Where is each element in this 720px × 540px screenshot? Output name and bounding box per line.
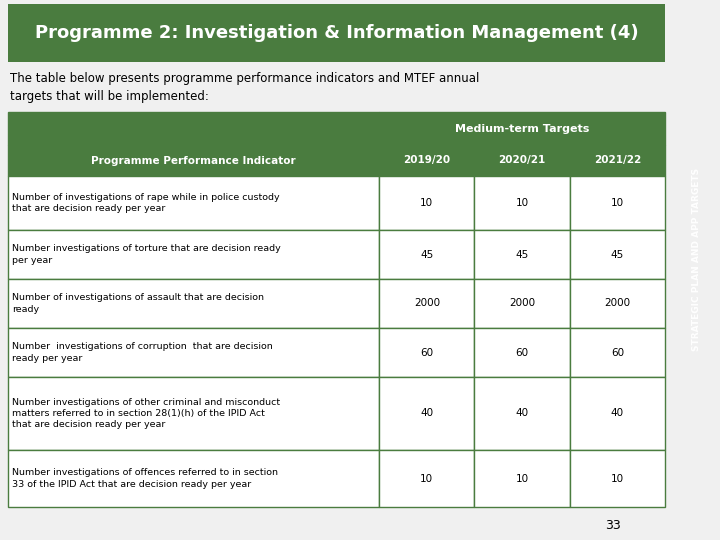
Text: 45: 45 xyxy=(611,249,624,260)
Text: 2020/21: 2020/21 xyxy=(498,156,546,165)
Text: The table below presents programme performance indicators and MTEF annual: The table below presents programme perfo… xyxy=(10,72,480,85)
Bar xyxy=(379,145,474,176)
Bar xyxy=(474,450,570,507)
Text: Number of investigations of assault that are decision
ready: Number of investigations of assault that… xyxy=(12,293,264,314)
Text: 45: 45 xyxy=(420,249,433,260)
Bar xyxy=(570,450,665,507)
Bar xyxy=(8,377,379,450)
Bar xyxy=(8,450,379,507)
Text: targets that will be implemented:: targets that will be implemented: xyxy=(10,90,209,103)
Text: Programme Performance Indicator: Programme Performance Indicator xyxy=(91,156,296,165)
Text: Number  investigations of corruption  that are decision
ready per year: Number investigations of corruption that… xyxy=(12,342,273,362)
Bar xyxy=(474,328,570,377)
Bar xyxy=(474,377,570,450)
Text: 33: 33 xyxy=(605,519,621,532)
Bar xyxy=(379,112,665,145)
Bar xyxy=(474,279,570,328)
Bar xyxy=(379,377,474,450)
Text: 10: 10 xyxy=(420,474,433,483)
Bar xyxy=(570,279,665,328)
Bar xyxy=(8,328,379,377)
Bar xyxy=(570,377,665,450)
Bar xyxy=(570,145,665,176)
Text: 45: 45 xyxy=(516,249,528,260)
Text: 60: 60 xyxy=(611,348,624,357)
Text: 40: 40 xyxy=(420,408,433,418)
Text: 60: 60 xyxy=(516,348,528,357)
Text: 2019/20: 2019/20 xyxy=(403,156,451,165)
Bar xyxy=(379,230,474,279)
Text: 2000: 2000 xyxy=(414,299,440,308)
Bar xyxy=(8,230,379,279)
Bar xyxy=(474,176,570,230)
Text: 10: 10 xyxy=(516,198,528,208)
Bar xyxy=(379,176,474,230)
Text: Number investigations of torture that are decision ready
per year: Number investigations of torture that ar… xyxy=(12,245,281,265)
Text: 10: 10 xyxy=(611,198,624,208)
Text: 2000: 2000 xyxy=(509,299,535,308)
Bar xyxy=(570,328,665,377)
Bar xyxy=(8,112,379,145)
Text: 60: 60 xyxy=(420,348,433,357)
Text: Medium-term Targets: Medium-term Targets xyxy=(455,124,589,133)
Bar xyxy=(474,145,570,176)
Text: 10: 10 xyxy=(420,198,433,208)
Bar xyxy=(379,328,474,377)
Text: 2021/22: 2021/22 xyxy=(594,156,641,165)
Text: STRATEGIC PLAN AND APP TARGETS: STRATEGIC PLAN AND APP TARGETS xyxy=(692,167,701,351)
Bar xyxy=(379,279,474,328)
Text: Number of investigations of rape while in police custody
that are decision ready: Number of investigations of rape while i… xyxy=(12,193,279,213)
Bar xyxy=(379,450,474,507)
Text: Programme 2: Investigation & Information Management (4): Programme 2: Investigation & Information… xyxy=(35,24,639,42)
Bar xyxy=(570,176,665,230)
Text: 40: 40 xyxy=(611,408,624,418)
Bar xyxy=(8,176,379,230)
Text: 10: 10 xyxy=(611,474,624,483)
Bar xyxy=(8,279,379,328)
Text: 40: 40 xyxy=(516,408,528,418)
Bar xyxy=(570,230,665,279)
Text: 2000: 2000 xyxy=(604,299,631,308)
Bar xyxy=(8,4,665,62)
Text: Number investigations of offences referred to in section
33 of the IPID Act that: Number investigations of offences referr… xyxy=(12,468,278,489)
Bar xyxy=(8,145,379,176)
Bar xyxy=(474,230,570,279)
Text: 10: 10 xyxy=(516,474,528,483)
Text: Number investigations of other criminal and misconduct
matters referred to in se: Number investigations of other criminal … xyxy=(12,398,280,429)
